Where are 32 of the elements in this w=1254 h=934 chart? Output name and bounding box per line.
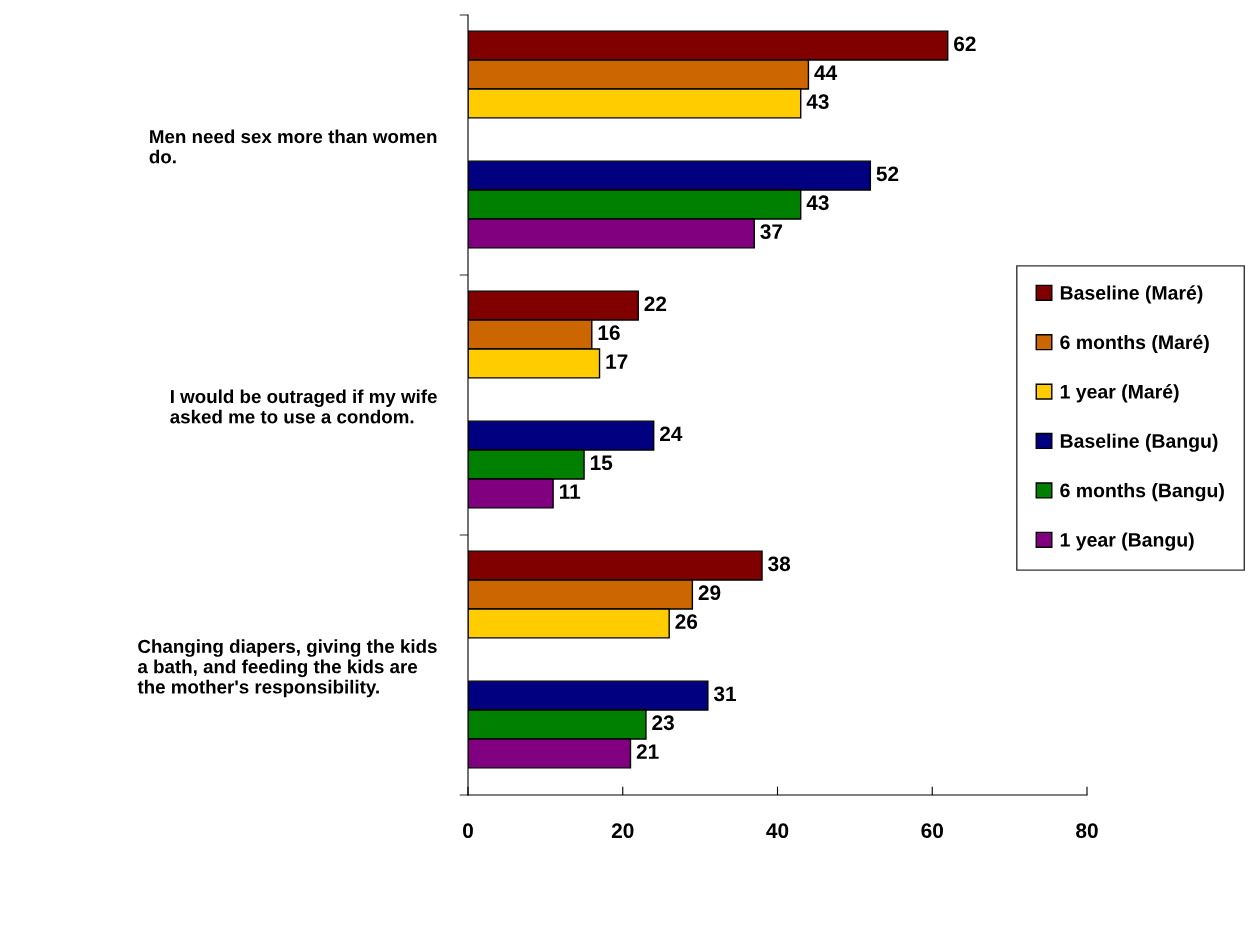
data-label: 29 xyxy=(698,585,721,601)
data-label: 21 xyxy=(636,744,659,759)
legend-label: 6 months (Bangu) xyxy=(1060,483,1224,502)
data-label: 23 xyxy=(652,715,674,731)
data-label: 43 xyxy=(806,94,829,110)
data-label: 16 xyxy=(598,325,620,341)
data-label: 24 xyxy=(659,426,683,442)
data-label: 15 xyxy=(590,455,613,471)
legend-label: 6 months (Maré) xyxy=(1060,334,1209,354)
data-label: 31 xyxy=(713,686,737,702)
legend-label: Baseline (Maré) xyxy=(1060,285,1203,304)
data-label: 11 xyxy=(559,484,581,499)
x-tick-label: 80 xyxy=(1076,823,1098,839)
x-tick-label: 20 xyxy=(611,823,634,839)
y-tick-label: I would be outraged if my wife asked me to use a condom. xyxy=(170,389,437,424)
data-label: 17 xyxy=(606,354,628,369)
data-label: 62 xyxy=(954,36,976,52)
data-label: 43 xyxy=(806,195,829,211)
data-label: 38 xyxy=(768,556,791,572)
data-label: 26 xyxy=(675,614,698,629)
legend-label: Baseline (Bangu) xyxy=(1060,433,1218,452)
data-label: 44 xyxy=(814,65,838,80)
data-label: 37 xyxy=(760,224,783,240)
y-tick-label: Men need sex more than women do. xyxy=(149,129,437,164)
y-tick-label: Changing diapers, giving the kids a bath, and feeding the kids are the mother's responsibility. xyxy=(137,639,437,698)
legend-label: 1 year (Maré) xyxy=(1060,384,1179,403)
data-label: 22 xyxy=(644,296,667,312)
legend-label: 1 year (Bangu) xyxy=(1060,532,1194,551)
x-tick-label: 60 xyxy=(921,823,943,839)
x-tick-label: 40 xyxy=(766,823,789,839)
x-tick-label: 0 xyxy=(463,823,473,839)
data-label: 52 xyxy=(876,166,899,182)
